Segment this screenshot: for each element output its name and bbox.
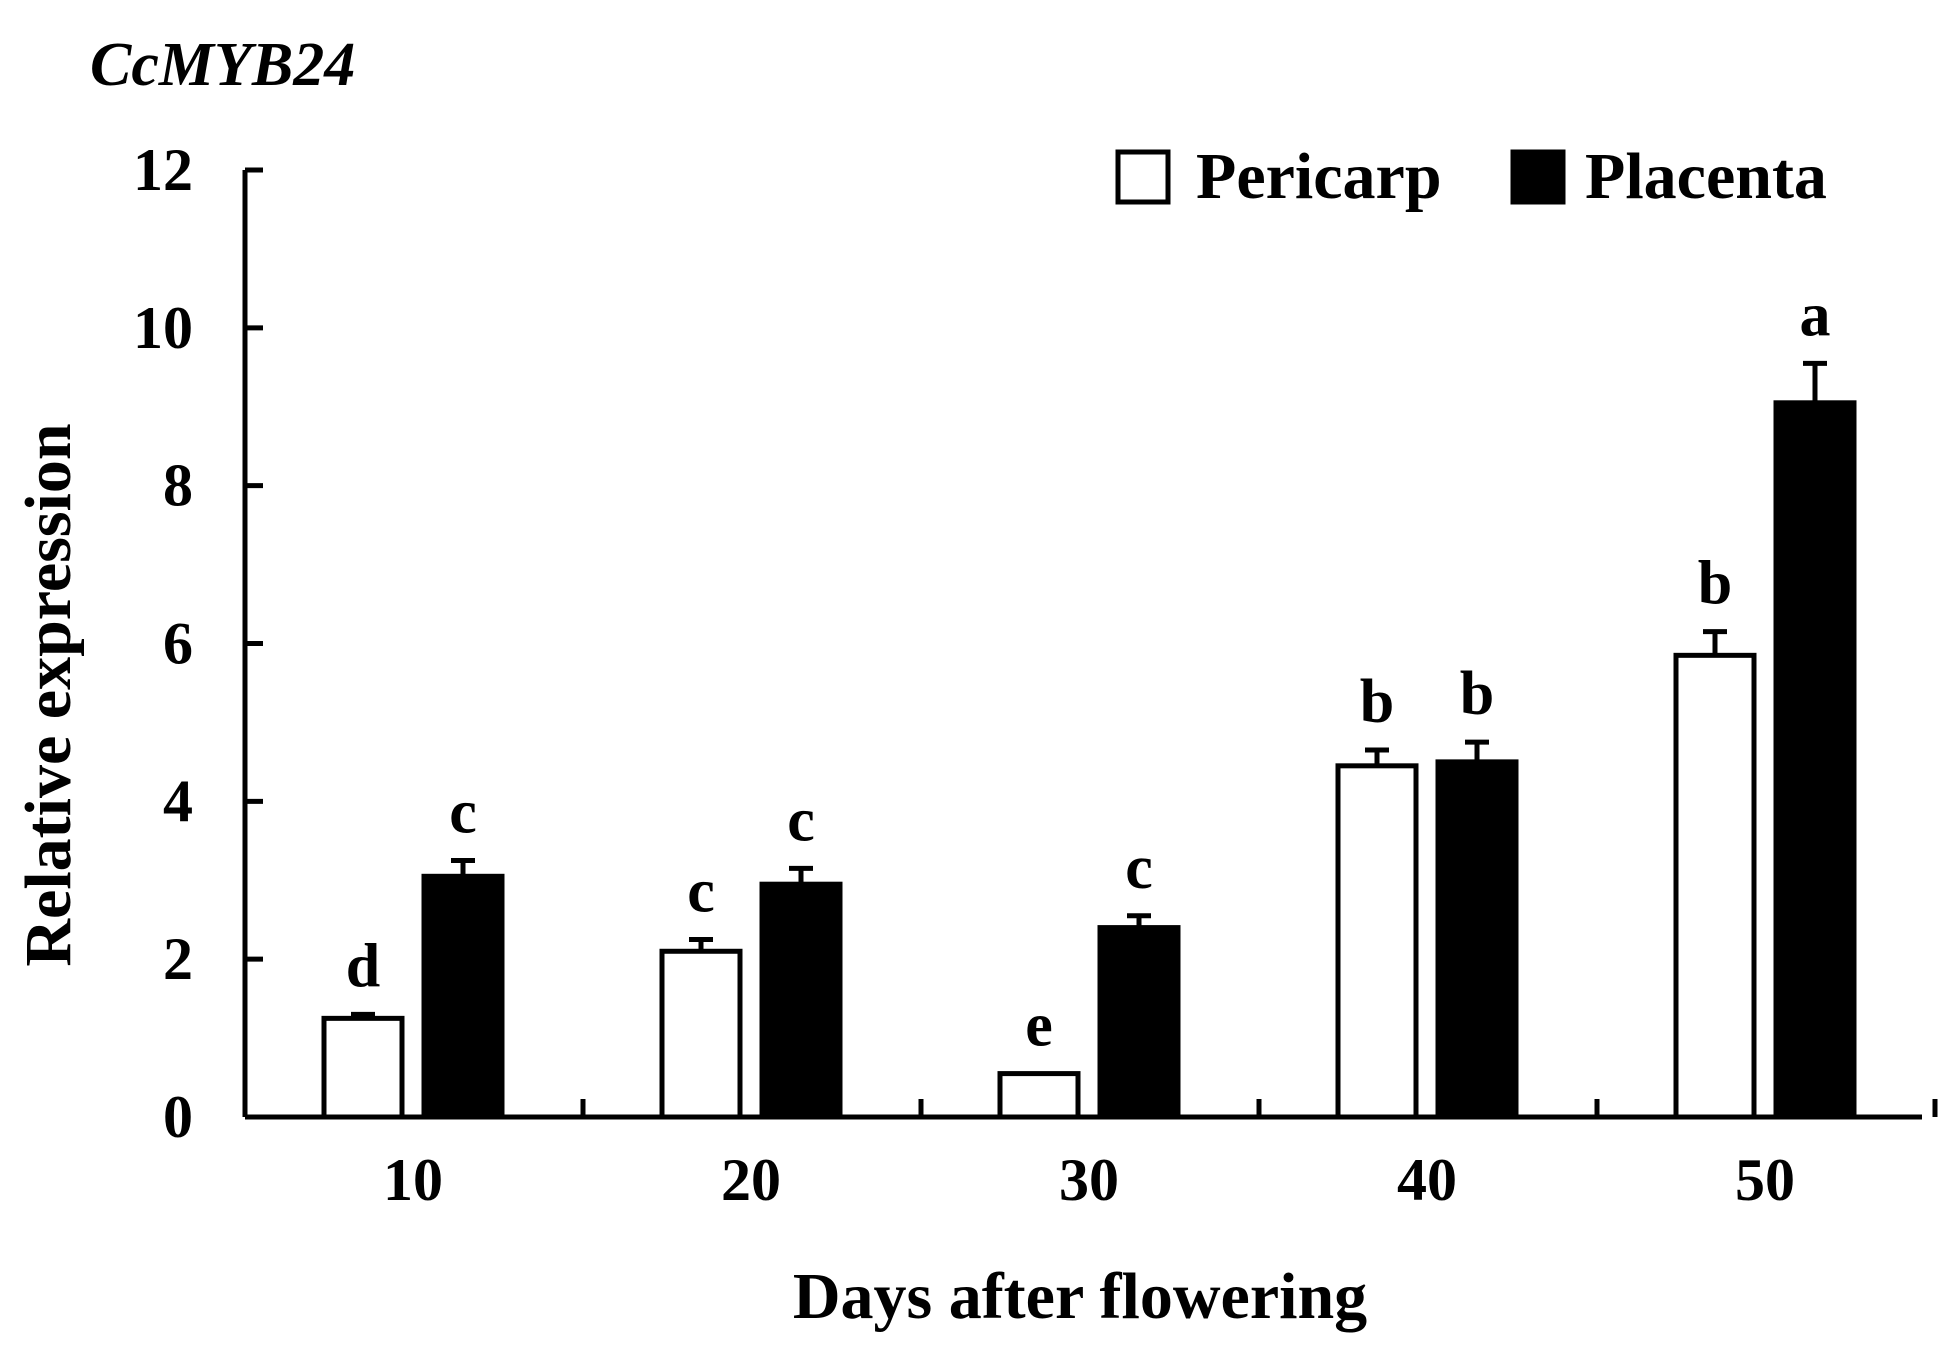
x-tick-label-40: 40: [1397, 1147, 1457, 1213]
significance-letter-placenta-30: c: [1125, 834, 1153, 902]
x-tick-label-50: 50: [1735, 1147, 1795, 1213]
y-tick-label-6: 6: [163, 611, 193, 677]
bar-placenta-20: [759, 881, 843, 1120]
bar-placenta-10: [421, 873, 505, 1120]
bar-placenta-30: [1097, 925, 1181, 1120]
bar-pericarp-30: [997, 1071, 1081, 1120]
significance-letter-placenta-40: b: [1460, 660, 1494, 728]
bar-pericarp-50: [1673, 652, 1757, 1120]
significance-letter-placenta-50: a: [1800, 281, 1831, 349]
significance-letter-pericarp-20: c: [687, 857, 715, 925]
bar-placenta-50: [1773, 400, 1857, 1120]
bar-placenta-40: [1435, 759, 1519, 1120]
chart-title: CcMYB24: [90, 31, 355, 99]
x-tick-label-10: 10: [383, 1147, 443, 1213]
legend-swatch-pericarp: [1115, 149, 1171, 205]
legend-label-pericarp: Pericarp: [1196, 140, 1442, 213]
significance-letter-pericarp-30: e: [1025, 992, 1053, 1060]
y-tick-label-0: 0: [163, 1084, 193, 1150]
legend-swatch-placenta: [1510, 149, 1566, 205]
x-tick-label-30: 30: [1059, 1147, 1119, 1213]
significance-letter-pericarp-50: b: [1698, 550, 1732, 618]
y-tick-label-8: 8: [163, 453, 193, 519]
significance-letter-placenta-20: c: [787, 786, 815, 854]
bar-pericarp-10: [321, 1015, 405, 1120]
axes-group: 0 2 4 6 8 10 12 10 20 30 40 50: [133, 137, 1938, 1213]
y-tick-label-10: 10: [133, 295, 193, 361]
significance-letter-pericarp-40: b: [1360, 668, 1394, 736]
significance-letter-pericarp-10: d: [346, 932, 380, 1000]
y-axis-label: Relative expression: [12, 423, 85, 966]
bar-pericarp-40: [1335, 763, 1419, 1120]
legend: Pericarp Placenta: [1115, 140, 1827, 213]
significance-letter-placenta-10: c: [449, 779, 477, 847]
x-tick-label-20: 20: [721, 1147, 781, 1213]
y-tick-label-2: 2: [163, 926, 193, 992]
x-axis-label: Days after flowering: [793, 1260, 1367, 1333]
y-tick-label-4: 4: [163, 768, 193, 834]
bar-pericarp-20: [659, 948, 743, 1120]
legend-label-placenta: Placenta: [1585, 140, 1827, 213]
y-tick-label-12: 12: [133, 137, 193, 203]
